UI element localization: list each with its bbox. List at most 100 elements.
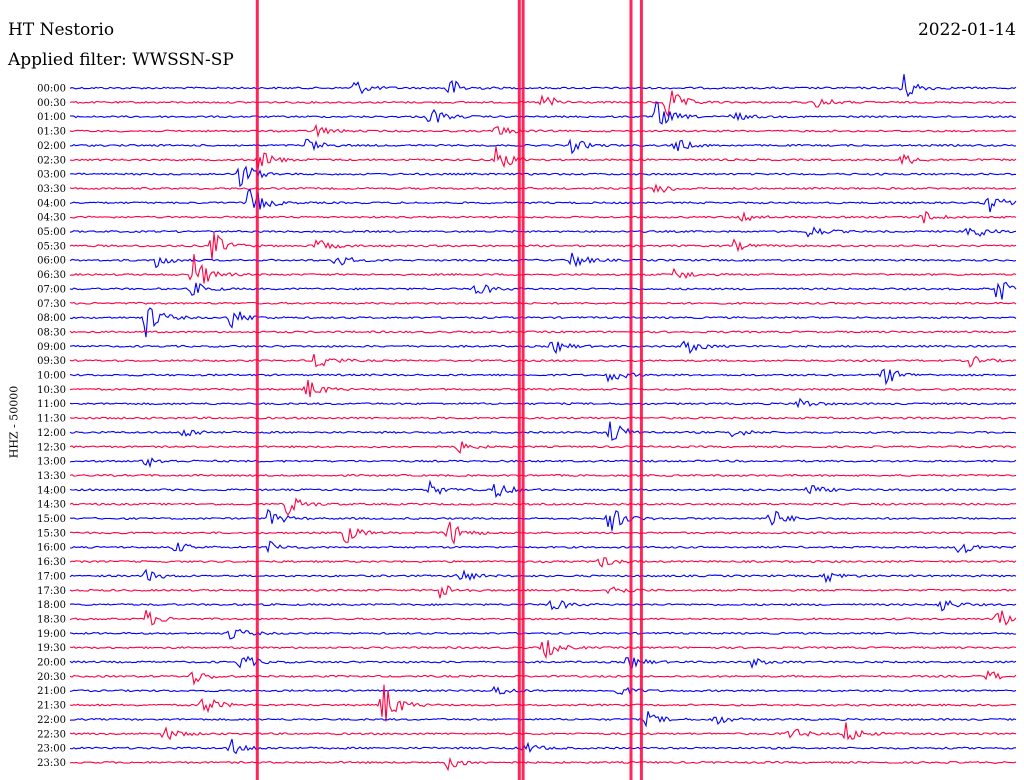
time-tick-label: 05:00 <box>37 227 66 238</box>
time-tick-label: 13:30 <box>37 471 66 482</box>
trace-row <box>69 508 1017 531</box>
time-tick-label: 23:00 <box>37 744 66 755</box>
trace-row <box>69 368 1017 386</box>
trace-row <box>69 90 1017 118</box>
trace-row <box>69 685 1017 696</box>
time-tick-label: 10:00 <box>37 371 66 382</box>
trace-row <box>69 232 1017 260</box>
trace-row <box>69 252 1017 269</box>
trace-row <box>69 599 1017 612</box>
time-tick-label: 16:00 <box>37 543 66 554</box>
trace-row <box>69 457 1017 469</box>
trace-row <box>69 568 1017 584</box>
time-tick-label: 01:30 <box>37 127 66 138</box>
trace-row <box>69 711 1017 728</box>
trace-row <box>69 379 1017 398</box>
trace-row <box>69 722 1017 741</box>
trace-row <box>69 146 1017 169</box>
trace-row <box>69 684 1017 722</box>
filter-label: Applied filter: WWSSN-SP <box>8 50 234 70</box>
trace-row <box>69 138 1017 155</box>
trace-row <box>69 497 1017 516</box>
time-tick-label: 18:30 <box>37 614 66 625</box>
time-tick-label: 00:00 <box>37 84 66 95</box>
time-tick-label: 02:00 <box>37 141 66 152</box>
trace-row <box>69 188 1017 213</box>
trace-row <box>69 281 1017 300</box>
trace-row <box>69 628 1017 640</box>
spike-line <box>629 0 633 780</box>
time-tick-label: 23:30 <box>37 758 66 769</box>
trace-row <box>69 183 1017 194</box>
trace-row <box>69 473 1017 477</box>
time-tick-label: 15:00 <box>37 514 66 525</box>
trace-row <box>69 330 1017 334</box>
time-tick-label: 04:00 <box>37 198 66 209</box>
time-tick-label: 16:30 <box>37 557 66 568</box>
trace-row <box>69 210 1017 224</box>
time-tick-label: 21:00 <box>37 686 66 697</box>
trace-row <box>69 441 1017 454</box>
trace-row <box>69 655 1017 670</box>
trace-row <box>69 254 1017 284</box>
time-tick-label: 03:00 <box>37 170 66 181</box>
spike-line <box>639 0 643 780</box>
trace-row <box>69 557 1017 568</box>
spike-group <box>255 0 643 780</box>
time-tick-label: 06:30 <box>37 270 66 281</box>
time-tick-label: 12:30 <box>37 442 66 453</box>
time-tick-label: 12:00 <box>37 428 66 439</box>
time-tick-label: 22:00 <box>37 715 66 726</box>
trace-row <box>69 307 1017 338</box>
trace-row <box>69 226 1017 238</box>
time-tick-label: 09:00 <box>37 342 66 353</box>
time-tick-label: 04:30 <box>37 213 66 224</box>
trace-row <box>69 102 1017 125</box>
time-tick-label: 19:30 <box>37 643 66 654</box>
trace-row <box>69 421 1017 441</box>
trace-row <box>69 738 1016 755</box>
record-date: 2022-01-14 <box>917 20 1016 40</box>
time-tick-label: 14:00 <box>37 485 66 496</box>
trace-group <box>69 74 1017 772</box>
trace-row <box>69 353 1017 368</box>
time-tick-label: 22:30 <box>37 729 66 740</box>
time-tick-label: 17:30 <box>37 586 66 597</box>
time-tick-label: 18:00 <box>37 600 66 611</box>
time-tick-label: 07:30 <box>37 299 66 310</box>
time-tick-label: 01:00 <box>37 112 66 123</box>
trace-row <box>69 610 1017 626</box>
time-tick-label: 00:30 <box>37 98 66 109</box>
trace-row <box>69 640 1017 660</box>
time-tick-label: 11:30 <box>37 414 66 425</box>
spike-line <box>255 0 259 780</box>
time-tick-label: 20:30 <box>37 672 66 683</box>
trace-row <box>69 479 1017 499</box>
trace-row <box>69 756 1017 772</box>
time-tick-label: 08:00 <box>37 313 66 324</box>
trace-row <box>69 669 1017 686</box>
trace-row <box>69 521 1017 545</box>
trace-row <box>69 340 1017 355</box>
time-tick-label: 03:30 <box>37 184 66 195</box>
station-title: HT Nestorio <box>8 20 115 40</box>
time-tick-group: 00:00 00:30 01:00 01:30 02:00 02:30 03:00 03:30… <box>37 84 66 769</box>
time-tick-label: 08:30 <box>37 327 66 338</box>
time-tick-label: 06:00 <box>37 256 66 267</box>
time-tick-label: 09:30 <box>37 356 66 367</box>
time-tick-label: 14:30 <box>37 500 66 511</box>
time-tick-label: 11:00 <box>37 399 66 410</box>
trace-row <box>69 74 1017 98</box>
trace-row <box>69 416 1017 420</box>
trace-row <box>69 165 1017 188</box>
time-tick-label: 17:00 <box>37 571 66 582</box>
trace-row <box>69 585 1017 599</box>
time-tick-label: 21:30 <box>37 701 66 712</box>
spike-line <box>517 0 521 780</box>
trace-row <box>69 540 1017 554</box>
time-tick-label: 07:00 <box>37 284 66 295</box>
spike-line <box>521 0 525 780</box>
trace-row <box>69 397 1017 409</box>
time-tick-label: 19:00 <box>37 629 66 640</box>
